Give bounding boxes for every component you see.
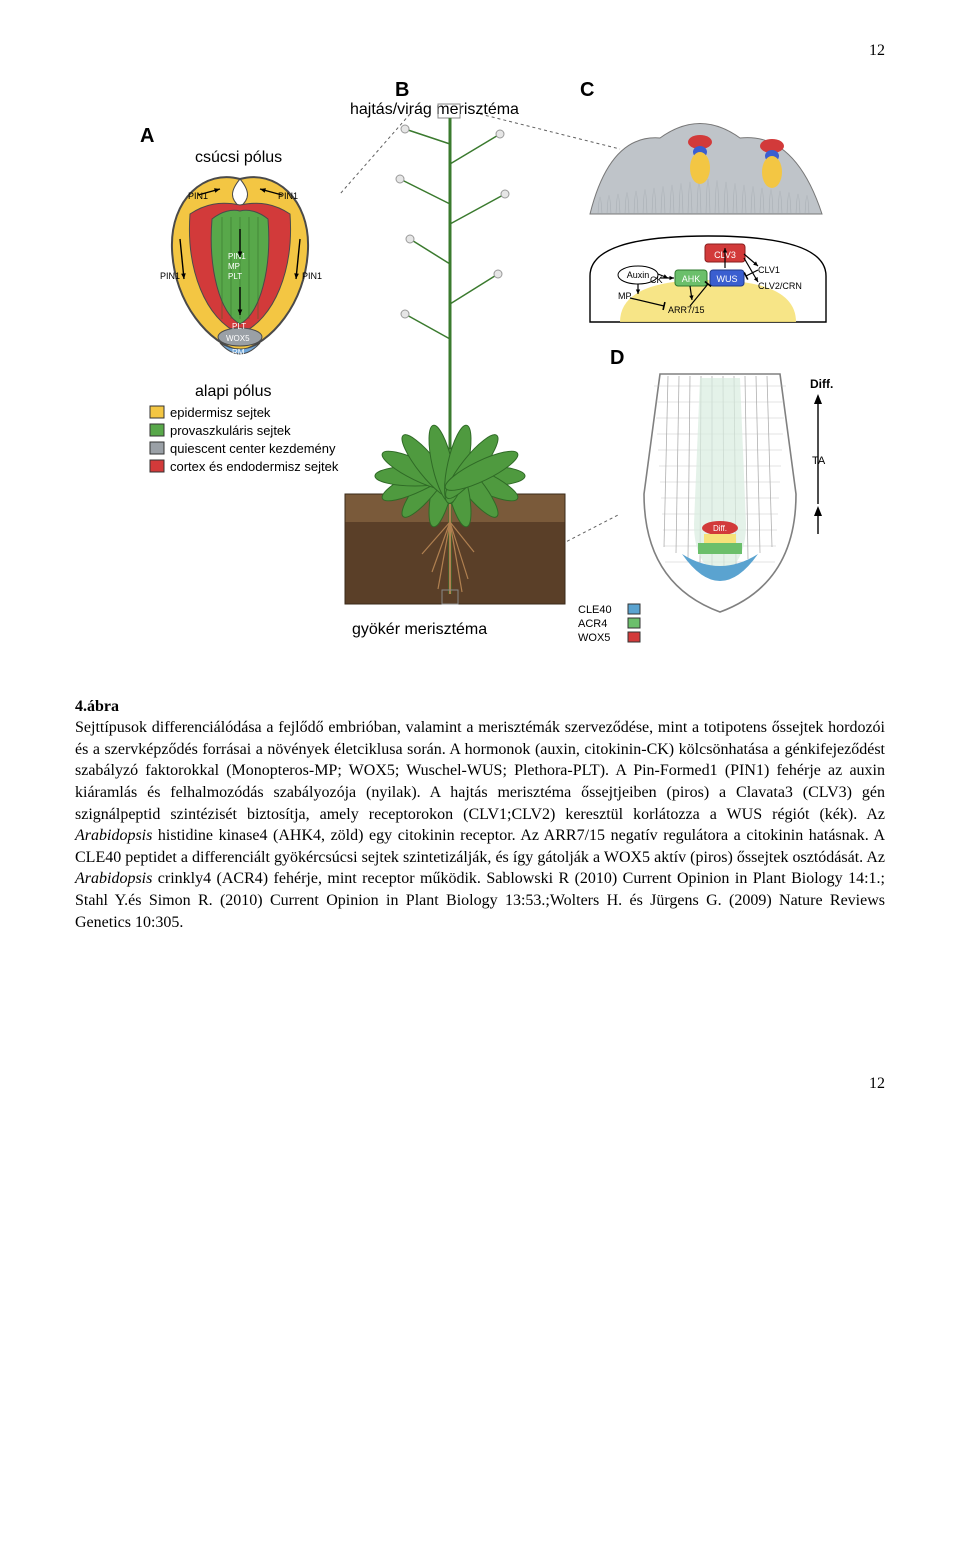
svg-text:Diff.: Diff. [713, 524, 727, 533]
svg-text:CLE40: CLE40 [578, 604, 612, 616]
svg-text:C: C [580, 79, 594, 101]
svg-text:PLT: PLT [228, 272, 242, 281]
svg-text:MP: MP [228, 262, 240, 271]
svg-text:cortex és endodermisz sejtek: cortex és endodermisz sejtek [170, 459, 339, 474]
svg-text:PIN1: PIN1 [302, 271, 322, 281]
svg-text:AHK: AHK [682, 274, 701, 284]
caption-lead: 4.ábra [75, 698, 119, 715]
svg-text:PIN1: PIN1 [228, 252, 246, 261]
page-number-top: 12 [75, 40, 885, 62]
svg-text:WUS: WUS [717, 274, 738, 284]
svg-text:ACR4: ACR4 [578, 618, 607, 630]
svg-text:MP: MP [618, 291, 632, 301]
svg-text:PLT: PLT [232, 322, 246, 331]
svg-text:CLV1: CLV1 [758, 265, 780, 275]
svg-text:WOX5: WOX5 [226, 334, 250, 343]
svg-text:WOX5: WOX5 [578, 632, 610, 644]
caption-italic-2: Arabidopsis [75, 870, 152, 887]
figure-caption: 4.ábra Sejttípusok differenciálódása a f… [75, 696, 885, 934]
page-number-bottom: 12 [75, 1073, 885, 1095]
figure-4: Bhajtás/virág merisztéma gyökér merisztém… [75, 74, 885, 674]
svg-text:PIN1: PIN1 [160, 271, 180, 281]
svg-text:gyökér merisztéma: gyökér merisztéma [352, 621, 487, 638]
svg-text:D: D [610, 347, 624, 369]
svg-text:hajtás/virág merisztéma: hajtás/virág merisztéma [350, 101, 519, 118]
svg-text:Diff.: Diff. [810, 377, 833, 391]
svg-text:TA: TA [812, 455, 826, 467]
svg-text:CLV2/CRN: CLV2/CRN [758, 281, 802, 291]
svg-text:PIN1: PIN1 [278, 191, 298, 201]
svg-text:A: A [140, 125, 154, 147]
svg-text:CK: CK [650, 275, 663, 285]
svg-text:quiescent center kezdemény: quiescent center kezdemény [170, 441, 336, 456]
svg-text:alapi pólus: alapi pólus [195, 383, 272, 400]
caption-body-1: Sejttípusok differenciálódása a fejlődő … [75, 719, 885, 822]
svg-text:B: B [395, 79, 409, 101]
caption-italic-1: Arabidopsis [75, 827, 152, 844]
svg-text:provaszkuláris sejtek: provaszkuláris sejtek [170, 423, 291, 438]
caption-body-2: histidine kinase4 (AHK4, zöld) egy citok… [75, 827, 885, 866]
svg-text:Auxin: Auxin [627, 270, 650, 280]
svg-text:RM: RM [232, 348, 245, 357]
caption-body-3: crinkly4 (ACR4) fehérje, mint receptor m… [75, 870, 885, 930]
svg-text:ARR7/15: ARR7/15 [668, 305, 705, 315]
svg-text:csúcsi pólus: csúcsi pólus [195, 149, 282, 166]
svg-text:epidermisz sejtek: epidermisz sejtek [170, 405, 271, 420]
